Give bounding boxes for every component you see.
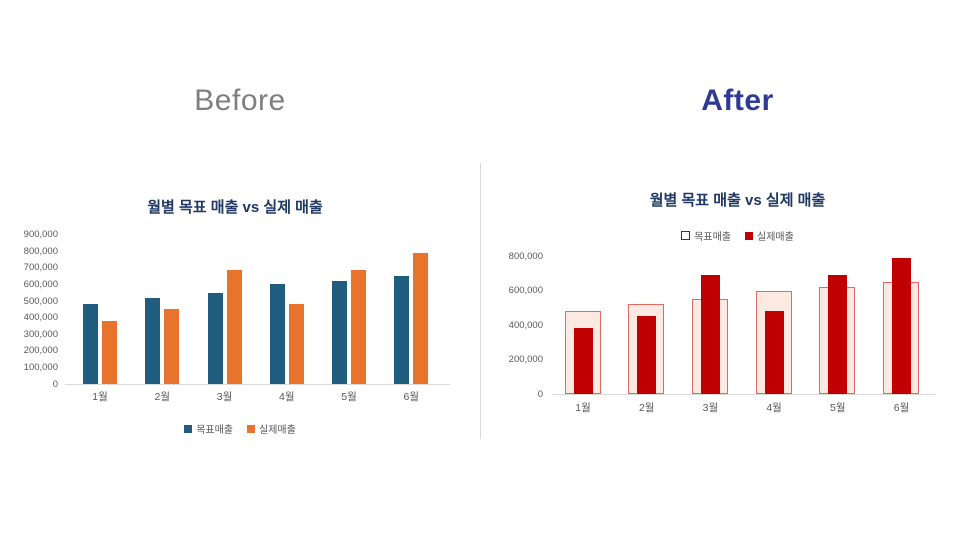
bar-실제매출-2월 bbox=[637, 316, 657, 394]
legend-item-actual: 실제매출 bbox=[745, 228, 794, 243]
bar-실제매출-4월 bbox=[288, 304, 304, 384]
y-tick-label: 400,000 bbox=[508, 319, 543, 331]
after-heading: After bbox=[701, 84, 774, 117]
after-chart-title: 월별 목표 매출 vs 실제 매출 bbox=[649, 192, 826, 209]
actual-series-label: 실제매출 bbox=[259, 425, 296, 436]
y-tick-label: 400,000 bbox=[23, 312, 58, 324]
before-heading: Before bbox=[194, 84, 286, 117]
actual-series-label: 실제매출 bbox=[757, 232, 794, 243]
x-tick-label-3월: 3월 bbox=[702, 402, 719, 414]
bar-목표매출-6월 bbox=[394, 276, 410, 384]
y-tick-label: 200,000 bbox=[508, 354, 543, 366]
x-tick-label-3월: 3월 bbox=[216, 391, 233, 403]
x-tick-label-1월: 1월 bbox=[575, 402, 591, 414]
x-tick-label-6월: 6월 bbox=[403, 391, 420, 403]
bar-목표매출-2월 bbox=[145, 297, 161, 384]
target-series-label: 목표매출 bbox=[694, 232, 731, 243]
target-series-swatch-icon bbox=[184, 424, 193, 433]
actual-series-swatch-icon bbox=[745, 231, 753, 240]
actual-series-swatch-icon bbox=[247, 424, 255, 433]
x-tick-label-5월: 5월 bbox=[830, 402, 846, 414]
before-chart-legend: 목표매출 실제매출 bbox=[0, 421, 480, 436]
legend-item-target: 목표매출 bbox=[184, 421, 233, 436]
y-tick-label: 200,000 bbox=[23, 345, 58, 357]
before-chart-title: 월별 목표 매출 vs 실제 매출 bbox=[147, 199, 323, 216]
y-tick-label: 800,000 bbox=[508, 250, 543, 262]
x-tick-label-2월: 2월 bbox=[638, 402, 655, 414]
x-tick-label-2월: 2월 bbox=[154, 391, 171, 403]
legend-item-actual: 실제매출 bbox=[247, 421, 296, 436]
legend-item-target: 목표매출 bbox=[681, 228, 731, 243]
y-tick-label: 500,000 bbox=[23, 295, 58, 307]
x-tick-label-4월: 4월 bbox=[766, 402, 782, 414]
panel-divider bbox=[480, 163, 481, 439]
x-axis-line bbox=[65, 384, 450, 385]
bar-실제매출-6월 bbox=[892, 257, 911, 394]
bar-실제매출-5월 bbox=[828, 275, 848, 394]
y-tick-label: 600,000 bbox=[508, 285, 543, 297]
x-axis-line bbox=[552, 394, 935, 395]
bar-실제매출-6월 bbox=[413, 252, 429, 384]
bar-목표매출-3월 bbox=[207, 292, 223, 384]
y-tick-label: 700,000 bbox=[23, 262, 58, 274]
y-tick-label: 100,000 bbox=[23, 361, 58, 373]
after-chart-legend: 목표매출 실제매출 bbox=[515, 228, 960, 243]
x-tick-label-4월: 4월 bbox=[279, 391, 295, 403]
y-tick-label: 800,000 bbox=[23, 245, 58, 257]
bar-실제매출-2월 bbox=[164, 309, 180, 384]
bar-실제매출-3월 bbox=[226, 269, 242, 384]
y-tick-label: 300,000 bbox=[23, 328, 58, 340]
x-tick-label-5월: 5월 bbox=[341, 391, 357, 403]
bar-실제매출-1월 bbox=[102, 320, 117, 384]
bar-실제매출-4월 bbox=[764, 311, 784, 394]
after-chart-plot: 0 200,000 400,000 600,000 800,000 1월 2월 3월 4월 5월 6… bbox=[490, 245, 950, 430]
x-tick-label-6월: 6월 bbox=[893, 402, 910, 414]
y-tick-label: 600,000 bbox=[23, 278, 58, 290]
y-tick-label: 0 bbox=[52, 378, 58, 390]
target-series-label: 목표매출 bbox=[196, 425, 233, 436]
y-tick-label: 0 bbox=[537, 388, 543, 400]
y-tick-label: 900,000 bbox=[23, 229, 58, 241]
target-series-swatch-icon bbox=[681, 231, 691, 240]
x-tick-label-1월: 1월 bbox=[92, 391, 108, 403]
bar-실제매출-5월 bbox=[351, 269, 367, 384]
bar-목표매출-5월 bbox=[332, 281, 348, 384]
bar-실제매출-3월 bbox=[700, 275, 720, 394]
bar-목표매출-1월 bbox=[83, 304, 98, 384]
before-chart-plot: 0 100,000 200,000 300,000 400,000 500,000 600,… bbox=[20, 225, 465, 410]
bar-목표매출-4월 bbox=[269, 284, 285, 384]
bar-실제매출-1월 bbox=[573, 328, 593, 394]
